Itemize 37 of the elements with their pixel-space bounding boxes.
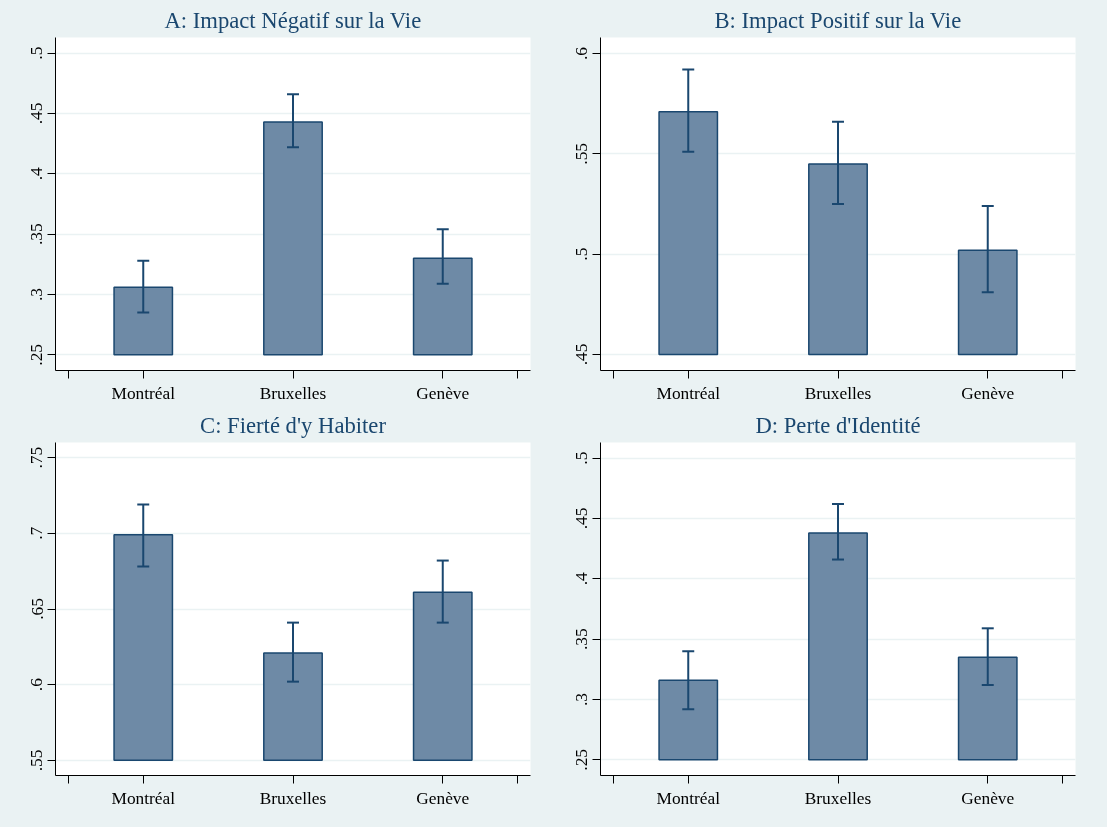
- y-tick-label: .4: [27, 167, 47, 181]
- x-tick-label: Montréal: [656, 383, 721, 403]
- x-tick-label: Montréal: [111, 383, 176, 403]
- chart-title: A: Impact Négatif sur la Vie: [164, 7, 422, 33]
- y-tick-label: .6: [572, 46, 592, 61]
- x-tick-label: Genève: [961, 383, 1015, 403]
- y-tick-label: .35: [572, 628, 592, 650]
- x-tick-label: Bruxelles: [259, 788, 327, 808]
- y-tick-label: .5: [572, 451, 592, 465]
- x-tick-label: Bruxelles: [804, 788, 872, 808]
- y-tick-label: .3: [572, 692, 592, 706]
- chart-title: D: Perte d'Identité: [755, 412, 921, 438]
- y-tick-label: .45: [572, 343, 592, 366]
- y-tick-label: .45: [572, 507, 592, 530]
- x-tick-label: Montréal: [111, 788, 176, 808]
- y-tick-label: .55: [27, 749, 47, 772]
- y-tick-label: .5: [27, 46, 47, 60]
- x-tick-label: Bruxelles: [259, 383, 327, 403]
- x-tick-label: Genève: [416, 788, 470, 808]
- y-tick-label: .7: [27, 526, 47, 540]
- chart-title: B: Impact Positif sur la Vie: [714, 7, 962, 33]
- x-tick-label: Genève: [961, 788, 1015, 808]
- y-tick-label: .35: [27, 223, 47, 245]
- chart-title: C: Fierté d'y Habiter: [200, 412, 387, 438]
- y-tick-label: .45: [27, 102, 47, 125]
- y-tick-label: .3: [27, 287, 47, 301]
- x-tick-label: Genève: [416, 383, 470, 403]
- y-tick-label: .4: [572, 572, 592, 586]
- y-tick-label: .55: [572, 143, 592, 165]
- y-tick-label: .5: [572, 247, 592, 261]
- x-tick-label: Montréal: [656, 788, 721, 808]
- y-tick-label: .25: [27, 343, 47, 366]
- y-tick-label: .75: [27, 446, 47, 469]
- y-tick-label: .25: [572, 748, 592, 771]
- y-tick-label: .65: [27, 598, 47, 620]
- y-tick-label: .6: [27, 677, 47, 692]
- x-tick-label: Bruxelles: [804, 383, 872, 403]
